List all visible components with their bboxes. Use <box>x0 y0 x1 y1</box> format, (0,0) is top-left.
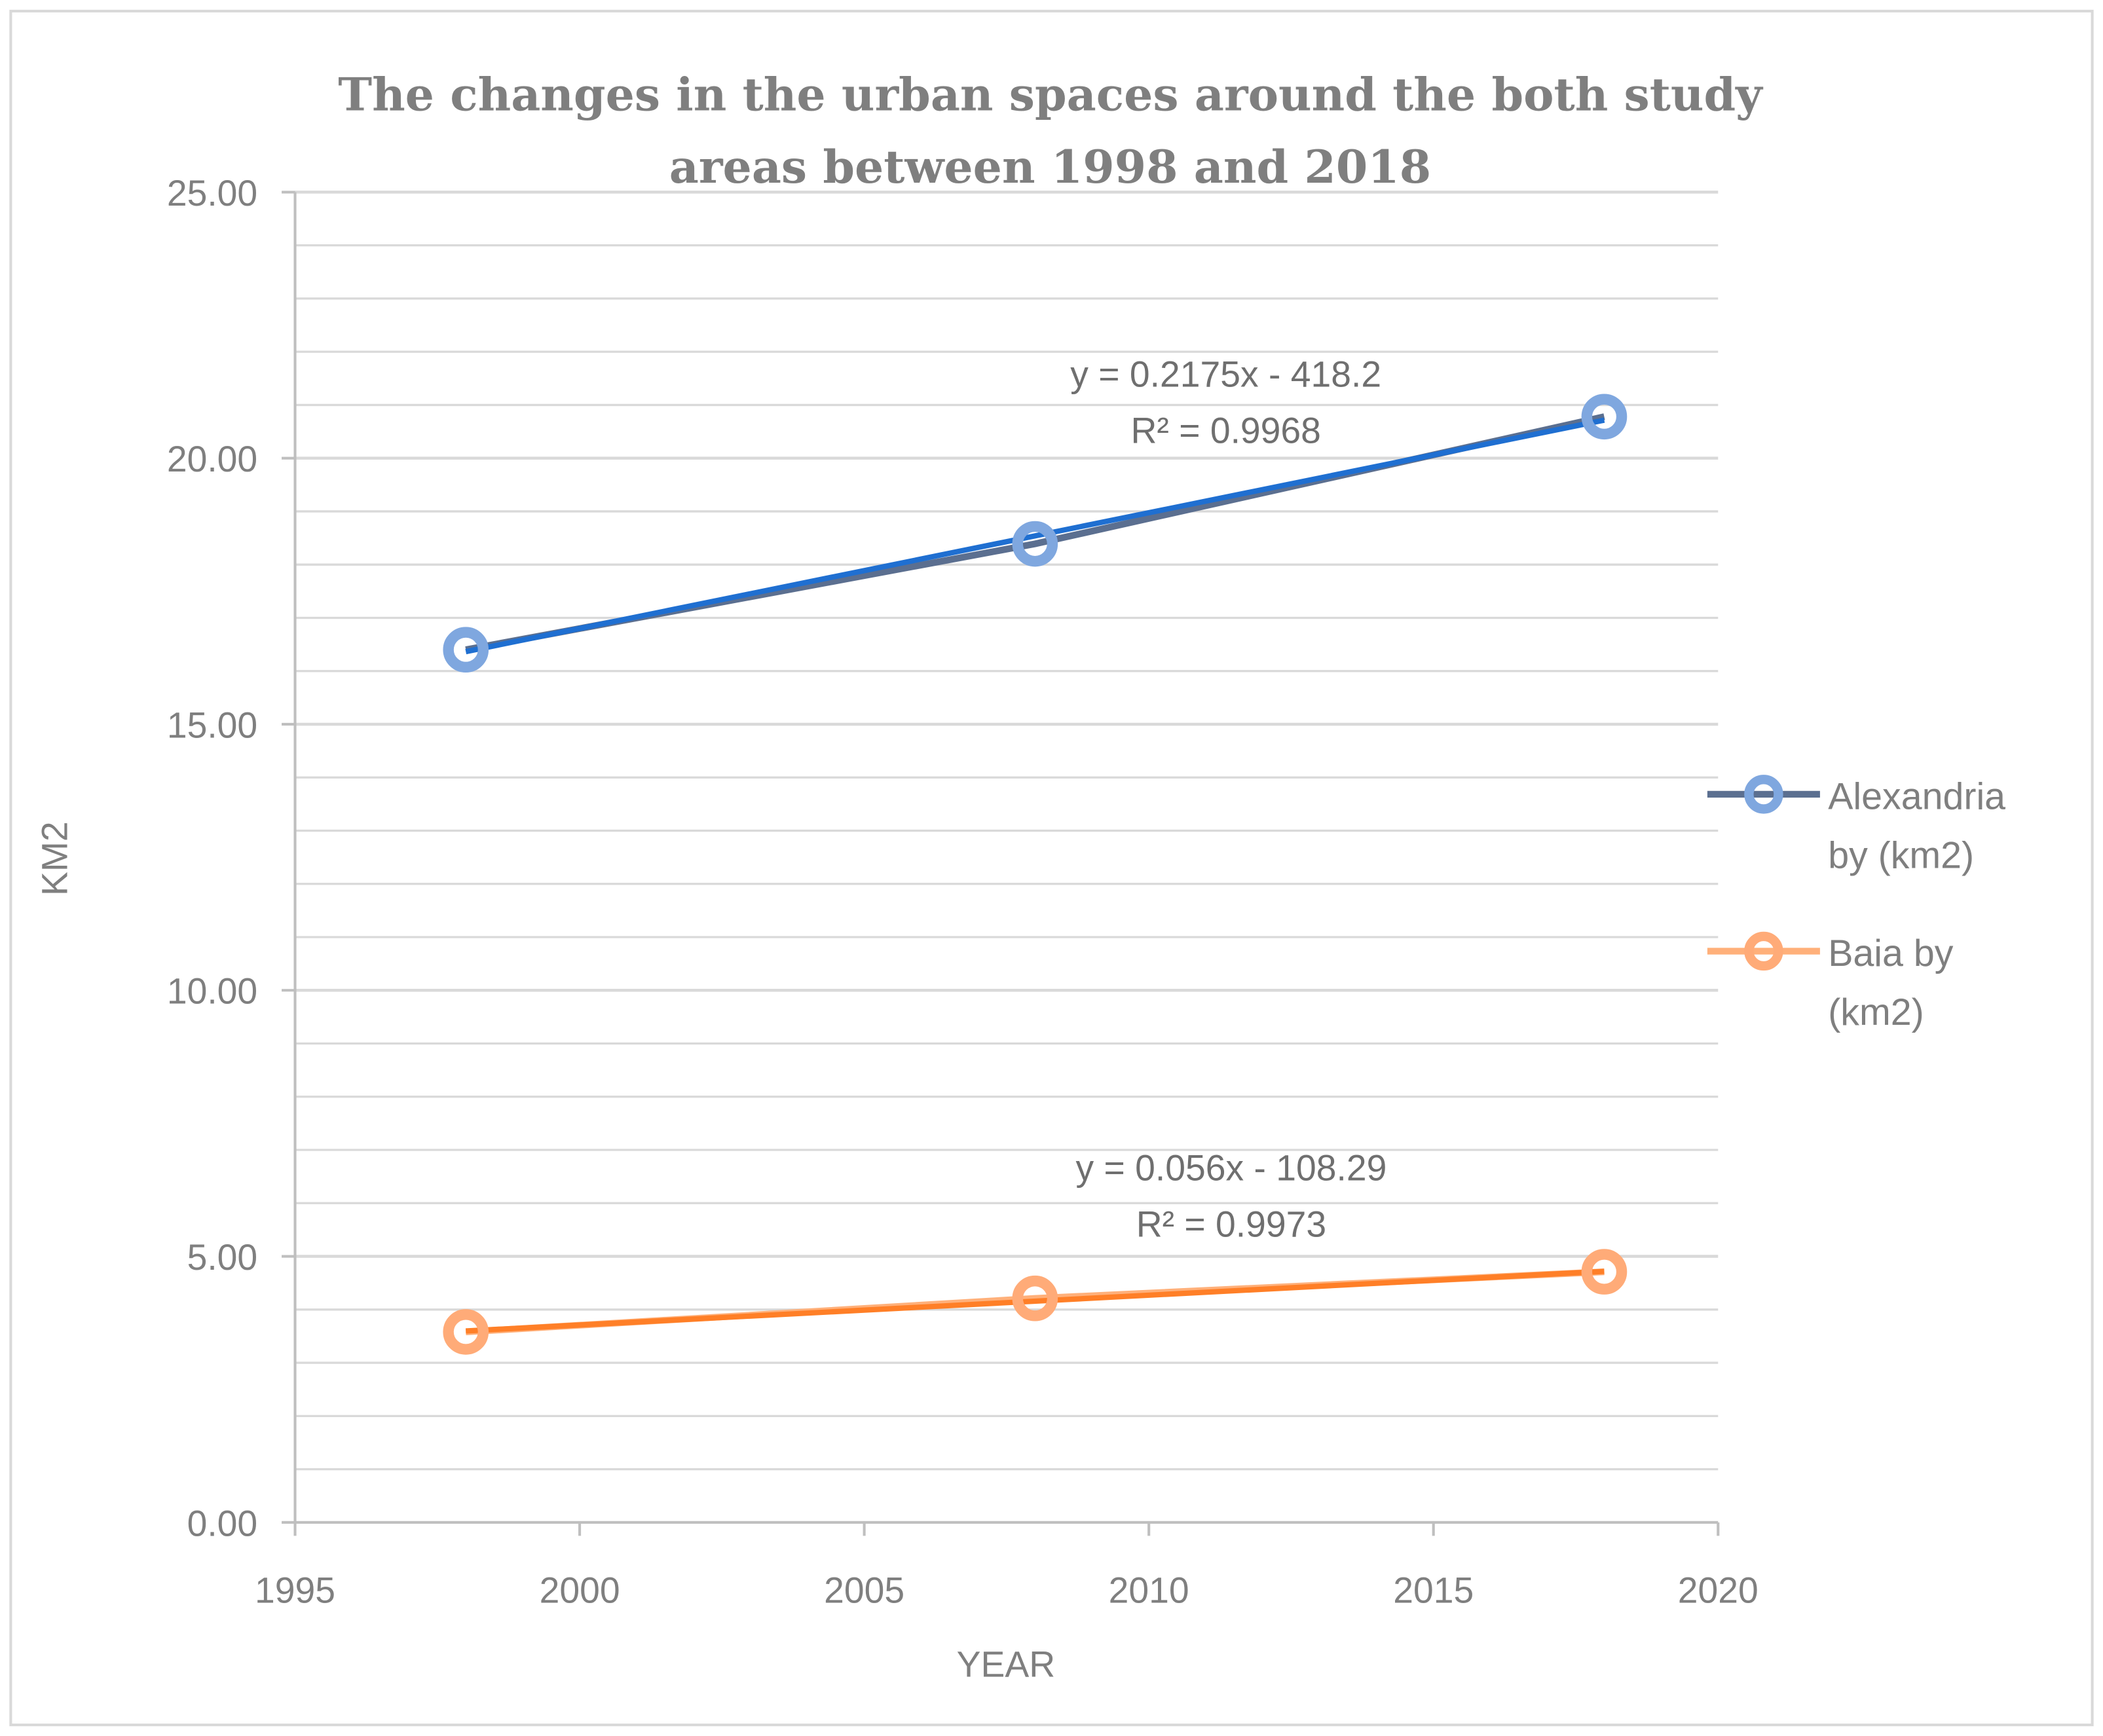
gridlines <box>295 191 1719 1471</box>
x-tick-label: 2015 <box>1393 1570 1474 1611</box>
x-tick-label: 1995 <box>255 1570 335 1611</box>
axes: 0.00 5.00 10.00 15.00 20.00 25.00 1995 2000 2005… <box>167 173 1759 1611</box>
y-tick-label: 0.00 <box>187 1503 258 1543</box>
y-tick-label: 10.00 <box>167 971 257 1012</box>
y-tick-label: 25.00 <box>167 173 257 213</box>
x-tick-label: 2000 <box>540 1570 620 1611</box>
trendline <box>466 1268 1605 1334</box>
y-axis-label: KM2 <box>34 821 75 896</box>
data-point <box>443 1309 489 1355</box>
trendline-equation: y = 0.056x - 108.29 <box>1075 1148 1386 1189</box>
legend-label: (km2) <box>1828 991 1924 1033</box>
x-tick-label: 2010 <box>1109 1570 1189 1611</box>
chart-frame <box>9 9 2094 1727</box>
data-point <box>1581 1249 1628 1295</box>
x-tick-label: 2005 <box>824 1570 904 1611</box>
chart-title-line-2: areas between 1998 and 2018 <box>669 141 1431 194</box>
legend-marker <box>1744 931 1783 971</box>
series-layer: y = 0.2175x - 418.2 R² = 0.9968 y = 0.056x… <box>443 354 1628 1355</box>
x-tick-label: 2020 <box>1678 1570 1759 1611</box>
y-tick-label: 20.00 <box>167 439 257 479</box>
legend-item-1: Baia by (km2) <box>1707 931 1954 1033</box>
data-point <box>1012 521 1058 567</box>
legend-item-0: Alexandria by (km2) <box>1707 775 2005 877</box>
series-0: y = 0.2175x - 418.2 R² = 0.9968 <box>443 354 1628 673</box>
legend-label: Alexandria <box>1828 775 2005 817</box>
x-axis-label: YEAR <box>957 1644 1056 1684</box>
y-tick-label: 5.00 <box>187 1237 258 1278</box>
trendline-r-squared: R² = 0.9973 <box>1136 1204 1326 1245</box>
trendline-equation: y = 0.2175x - 418.2 <box>1070 354 1381 394</box>
legend-label: Baia by <box>1828 933 1954 974</box>
trendline <box>465 417 1605 655</box>
legend-label: by (km2) <box>1828 835 1974 877</box>
data-point <box>1012 1275 1058 1321</box>
y-tick-label: 15.00 <box>167 705 257 745</box>
series-1: y = 0.056x - 108.29 R² = 0.9973 <box>443 1148 1628 1355</box>
trendline-r-squared: R² = 0.9968 <box>1131 410 1321 451</box>
chart-title-line-1: The changes in the urban spaces around t… <box>338 68 1764 121</box>
data-point <box>443 627 489 673</box>
legend-marker <box>1744 775 1783 814</box>
data-point <box>1581 394 1628 440</box>
legend: Alexandria by (km2) Baia by (km2) <box>1707 775 2005 1033</box>
